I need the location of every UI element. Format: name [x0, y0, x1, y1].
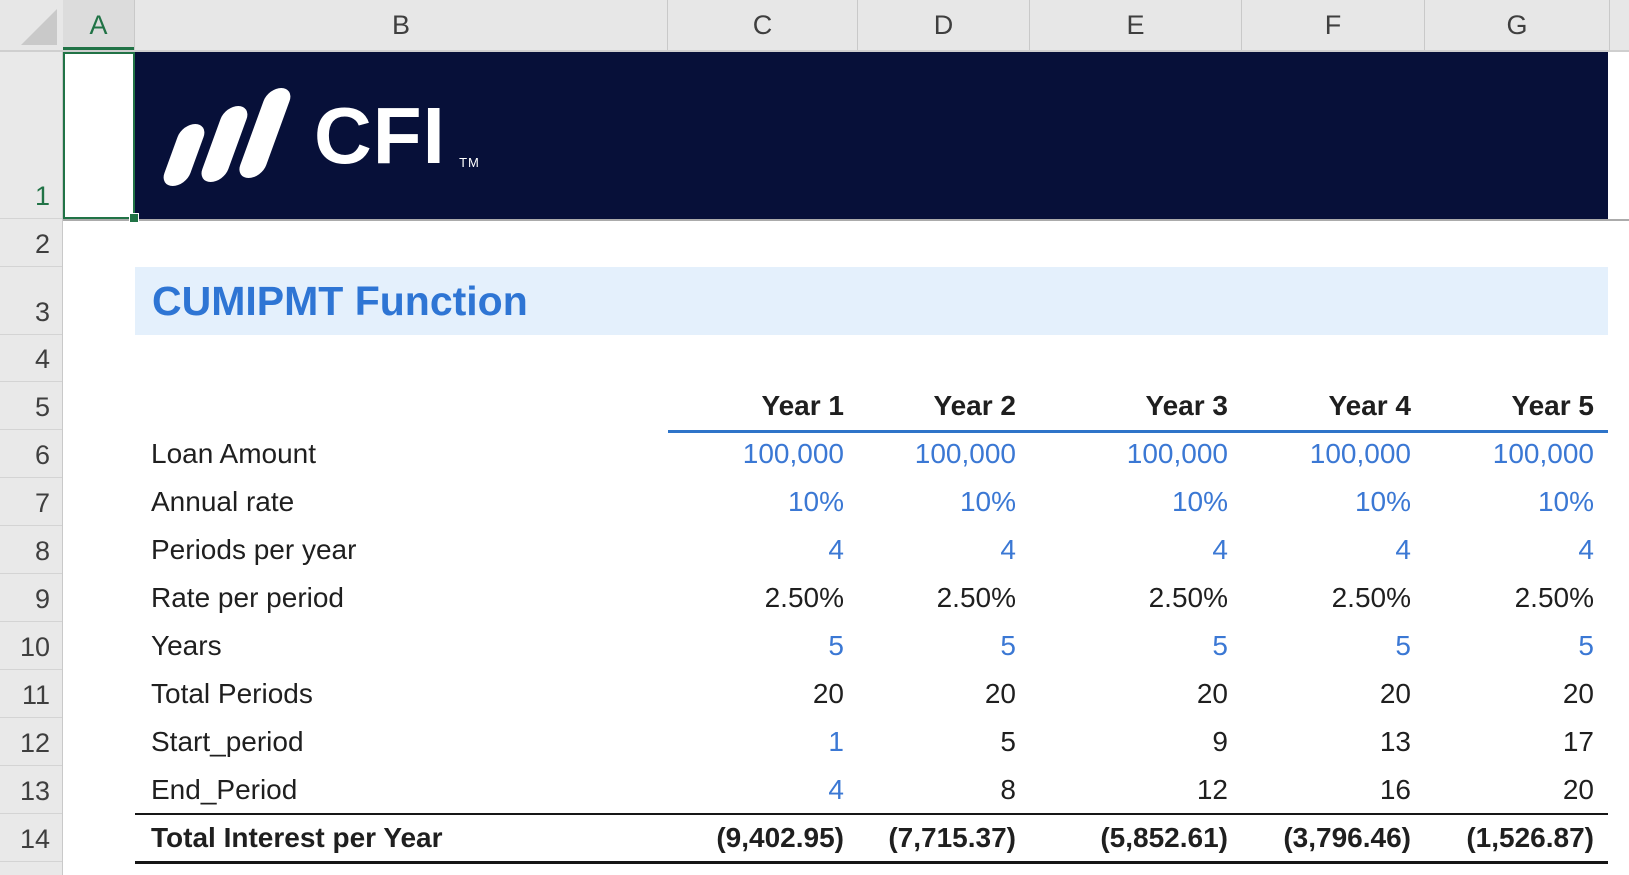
row-header-14[interactable]: 14 [0, 814, 62, 862]
data-cell[interactable]: 2.50% [936, 582, 1016, 613]
row-header-strip: 1 2 3 4 5 6 7 8 9 10 11 12 13 14 [0, 52, 63, 875]
data-cell[interactable]: 100,000 [1126, 438, 1228, 469]
row-label-cell[interactable]: Loan Amount [151, 438, 317, 469]
row-header-13[interactable]: 13 [0, 766, 62, 814]
data-cell[interactable]: 4 [828, 534, 844, 565]
row-label-cell[interactable]: Annual rate [151, 486, 295, 517]
column-header-c[interactable]: C [668, 0, 858, 50]
selected-cell-outline[interactable] [63, 52, 135, 219]
data-cell[interactable]: 4 [1212, 534, 1228, 565]
data-cell[interactable]: 5 [1000, 630, 1016, 661]
data-cell[interactable]: 1 [828, 726, 844, 757]
data-cell[interactable]: 5 [1578, 630, 1594, 661]
cfi-logo: CFI TM [159, 86, 479, 186]
data-cell[interactable]: 9 [1212, 726, 1228, 757]
row-header-12[interactable]: 12 [0, 718, 62, 766]
fill-handle[interactable] [129, 213, 139, 223]
data-cell[interactable]: 16 [1379, 774, 1411, 805]
data-cell[interactable]: 100,000 [914, 438, 1016, 469]
year-header-cell[interactable]: Year 2 [933, 390, 1016, 421]
column-header-a[interactable]: A [63, 0, 135, 50]
data-cell[interactable]: 4 [828, 774, 844, 805]
data-cell[interactable]: 20 [1562, 774, 1594, 805]
data-cell[interactable]: 5 [1212, 630, 1228, 661]
row-header-1[interactable]: 1 [0, 52, 62, 219]
page-title: CUMIPMT Function [152, 277, 528, 324]
year-header-cell[interactable]: Year 4 [1328, 390, 1411, 421]
data-cell[interactable]: 12 [1196, 774, 1228, 805]
row-header-6[interactable]: 6 [0, 430, 62, 478]
data-cell[interactable]: 4 [1395, 534, 1411, 565]
data-cell[interactable]: 100,000 [1492, 438, 1594, 469]
year-header-cell[interactable]: Year 5 [1511, 390, 1594, 421]
row-label-cell[interactable]: Start_period [151, 726, 304, 757]
row-header-3[interactable]: 3 [0, 267, 62, 335]
column-header-g[interactable]: G [1425, 0, 1610, 50]
row-header-8[interactable]: 8 [0, 526, 62, 574]
total-row-cell[interactable]: (5,852.61) [1100, 822, 1228, 853]
row-header-9[interactable]: 9 [0, 574, 62, 622]
data-cell[interactable]: 4 [1578, 534, 1594, 565]
data-cell[interactable]: 10% [1171, 486, 1228, 517]
total-row-bottom-border [135, 861, 1608, 864]
column-header-d[interactable]: D [858, 0, 1030, 50]
data-cell[interactable]: 17 [1562, 726, 1594, 757]
column-header-e[interactable]: E [1030, 0, 1242, 50]
data-cell[interactable]: 20 [984, 678, 1016, 709]
data-cell[interactable]: 20 [1562, 678, 1594, 709]
data-cell[interactable]: 2.50% [764, 582, 844, 613]
year-header-cell[interactable]: Year 3 [1145, 390, 1228, 421]
total-row-cell[interactable]: (1,526.87) [1466, 822, 1594, 853]
data-cell[interactable]: 10% [1354, 486, 1411, 517]
column-header-f[interactable]: F [1242, 0, 1425, 50]
data-cell[interactable]: 20 [1196, 678, 1228, 709]
row-label-cell[interactable]: Rate per period [151, 582, 345, 613]
data-cell[interactable]: 10% [1537, 486, 1594, 517]
total-row-cell[interactable]: (9,402.95) [716, 822, 844, 853]
column-header-b[interactable]: B [135, 0, 668, 50]
data-cell[interactable]: 2.50% [1514, 582, 1594, 613]
data-cell[interactable]: 100,000 [1309, 438, 1411, 469]
row-header-10[interactable]: 10 [0, 622, 62, 670]
row-label-cell[interactable]: End_Period [151, 774, 298, 805]
row-header-5[interactable]: 5 [0, 382, 62, 430]
row-header-11[interactable]: 11 [0, 670, 62, 718]
data-cell[interactable]: 20 [812, 678, 844, 709]
row-label-cell[interactable]: Periods per year [151, 534, 357, 565]
select-all-triangle-icon [21, 9, 57, 45]
data-cell[interactable]: 2.50% [1331, 582, 1411, 613]
total-row-top-border [135, 813, 1608, 815]
data-cell[interactable]: 100,000 [742, 438, 844, 469]
data-cell[interactable]: 8 [1000, 774, 1016, 805]
data-cell[interactable]: 5 [1000, 726, 1016, 757]
total-row-cell[interactable]: (7,715.37) [888, 822, 1016, 853]
select-all-button[interactable] [0, 0, 64, 50]
data-cell[interactable]: 10% [959, 486, 1016, 517]
row-label-cell[interactable]: Total Periods [151, 678, 313, 709]
data-cell[interactable]: 5 [828, 630, 844, 661]
cfi-logo-bars-icon [159, 86, 295, 186]
data-cell[interactable]: 13 [1379, 726, 1411, 757]
data-cell[interactable]: 5 [1395, 630, 1411, 661]
year-header-cell[interactable]: Year 1 [761, 390, 844, 421]
row-header-4[interactable]: 4 [0, 335, 62, 382]
data-cell[interactable]: 2.50% [1148, 582, 1228, 613]
cfi-logo-text: CFI [314, 90, 446, 180]
data-cell[interactable]: 20 [1379, 678, 1411, 709]
total-row-cell[interactable]: (3,796.46) [1283, 822, 1411, 853]
year-header-underline [668, 430, 1608, 433]
row-header-7[interactable]: 7 [0, 478, 62, 526]
row-header-2[interactable]: 2 [0, 219, 62, 267]
row1-gridline [0, 219, 1629, 221]
cfi-logo-trademark: TM [459, 154, 480, 170]
total-row-label-cell[interactable]: Total Interest per Year [151, 822, 443, 853]
title-cell[interactable]: CUMIPMT Function [135, 267, 1608, 335]
banner-cell[interactable]: CFI TM [135, 52, 1608, 219]
data-cell[interactable]: 4 [1000, 534, 1016, 565]
row-label-cell[interactable]: Years [151, 630, 222, 661]
data-cell[interactable]: 10% [787, 486, 844, 517]
